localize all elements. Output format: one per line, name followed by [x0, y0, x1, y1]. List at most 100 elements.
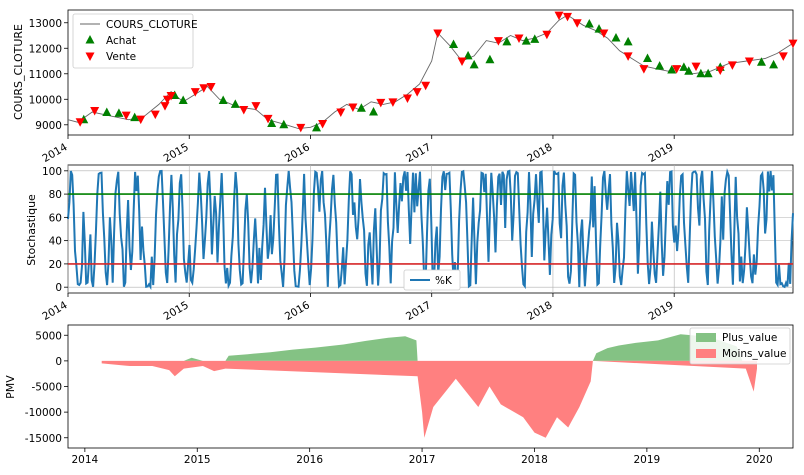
- achat-marker: [521, 36, 531, 45]
- pmv-xtick-label: 2017: [409, 454, 436, 466]
- price-xtick-label: 2016: [283, 141, 312, 165]
- plus-value-area: [183, 334, 743, 361]
- legend-label-achat: Achat: [106, 35, 136, 47]
- pmv-ytick-label: -15000: [25, 433, 62, 445]
- pmv-xtick-label: 2020: [746, 454, 773, 466]
- stoch-legend-box: [403, 269, 461, 291]
- achat-marker: [611, 33, 621, 42]
- legend-label-moins: Moins_value: [722, 348, 786, 360]
- pmv-ytick-label: -5000: [31, 382, 62, 394]
- pmv-legend: Plus_value Moins_value: [689, 327, 791, 365]
- achat-marker: [667, 64, 677, 74]
- price-xtick-label: 2014: [40, 141, 69, 165]
- legend-label-vente: Vente: [106, 51, 136, 63]
- pmv-ytick-label: 5000: [35, 330, 62, 342]
- stochastic-legend: %K: [403, 269, 461, 291]
- vente-marker: [199, 84, 209, 93]
- vente-marker: [160, 102, 170, 111]
- achat-marker: [463, 50, 473, 60]
- legend-achat-swatch: [85, 35, 95, 44]
- vente-marker: [572, 19, 582, 28]
- vente-marker: [166, 91, 176, 101]
- achat-marker: [643, 53, 653, 62]
- price-xtick-label: 2015: [162, 141, 191, 165]
- vente-marker: [296, 123, 306, 133]
- price-xtick-label: 2018: [525, 141, 554, 165]
- pmv-xtick-label: 2015: [184, 454, 211, 466]
- vente-marker: [715, 66, 725, 75]
- achat-marker: [623, 36, 633, 46]
- vente-marker: [336, 108, 346, 118]
- price-ylabel: COURS_CLOTURE: [12, 24, 25, 120]
- vente-marker: [239, 105, 249, 115]
- price-legend-box: [72, 13, 194, 69]
- vente-marker: [599, 29, 609, 38]
- pmv-xtick-label: 2019: [634, 454, 661, 466]
- moins-value-area: [101, 360, 757, 438]
- vente-marker: [162, 95, 172, 105]
- vente-marker: [348, 103, 358, 112]
- achat-marker: [696, 68, 706, 78]
- legend-label-plus: Plus_value: [722, 332, 777, 344]
- achat-marker: [469, 59, 479, 69]
- stoch-xtick-label: 2019: [647, 299, 676, 323]
- vente-marker: [778, 52, 788, 61]
- legend-plus-swatch: [696, 333, 716, 342]
- price-line: [67, 14, 794, 130]
- vente-marker: [251, 102, 261, 111]
- vente-marker: [190, 88, 200, 97]
- vente-marker: [388, 98, 398, 107]
- vente-marker: [639, 65, 649, 74]
- vente-marker: [318, 120, 328, 129]
- stoch-ytick-label: 100: [42, 166, 62, 178]
- price-panel: 9000 10000 11000 12000 13000 2014 2015 2016 201…: [12, 9, 798, 165]
- vente-marker: [121, 111, 131, 121]
- price-xtick-label: 2019: [647, 141, 676, 165]
- vente-marker: [727, 61, 737, 70]
- achat-marker: [130, 112, 140, 122]
- pmv-xtick-label: 2016: [296, 454, 323, 466]
- legend-label-k: %K: [435, 275, 453, 287]
- pmv-ytick-label: -10000: [25, 407, 62, 419]
- pmv-xtick-label: 2014: [71, 454, 98, 466]
- achat-marker: [178, 95, 188, 105]
- pmv-ylabel: PMV: [4, 375, 17, 399]
- vente-marker: [562, 12, 572, 22]
- pmv-ytick-label: 0: [55, 356, 62, 368]
- stoch-ytick-label: 20: [49, 259, 62, 271]
- pmv-panel: 5000 0 -5000 -10000 -15000 2014 2015 2016 2017 2…: [4, 324, 794, 466]
- price-legend: COURS_CLOTURE Achat Vente: [72, 13, 198, 69]
- achat-marker: [769, 59, 779, 69]
- vente-marker: [136, 115, 146, 125]
- stoch-xtick-label: 2015: [162, 299, 191, 323]
- achat-marker: [530, 34, 540, 43]
- achat-marker: [218, 95, 228, 105]
- stoch-xtick-label: 2016: [283, 299, 312, 323]
- vente-marker: [623, 52, 633, 61]
- vente-marker: [514, 34, 524, 44]
- achat-marker: [584, 19, 594, 28]
- vente-marker: [433, 29, 443, 38]
- k-line: [67, 168, 794, 291]
- vente-marker: [412, 88, 422, 97]
- achat-marker: [703, 68, 713, 78]
- price-ytick-label: 11000: [29, 69, 62, 81]
- stochastic-panel: 0 20 40 60 80 100 2014 2015 2016 2017 2018 2019 St…: [25, 164, 794, 323]
- achat-marker: [114, 108, 124, 117]
- achat-marker: [102, 107, 112, 117]
- vente-marker: [90, 107, 100, 116]
- legend-label-cours: COURS_CLOTURE: [106, 19, 198, 31]
- stoch-ytick-label: 0: [55, 282, 62, 294]
- vente-marker: [75, 118, 85, 127]
- vente-marker: [263, 114, 273, 124]
- achat-marker: [267, 118, 277, 128]
- vente-marker: [421, 81, 431, 91]
- vente-marker: [788, 39, 798, 49]
- price-ytick-label: 13000: [29, 18, 62, 30]
- achat-marker: [312, 122, 322, 132]
- achat-marker: [230, 99, 240, 108]
- vente-marker: [691, 62, 701, 72]
- vente-marker: [376, 98, 386, 108]
- vente-marker: [493, 37, 503, 46]
